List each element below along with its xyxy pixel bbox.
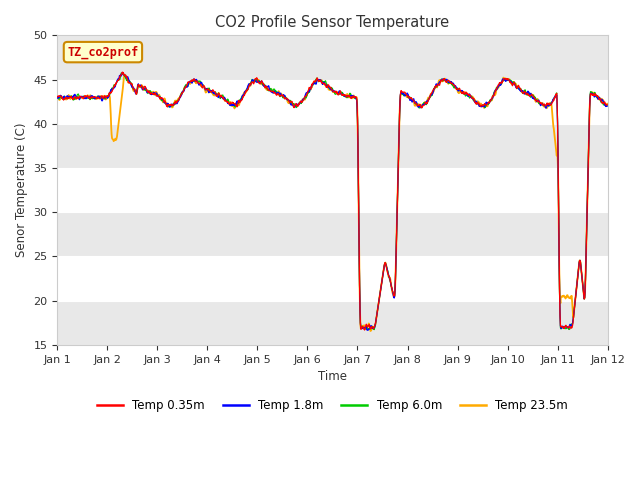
Bar <box>58 36 607 80</box>
X-axis label: Time: Time <box>318 370 347 383</box>
Bar <box>58 256 607 300</box>
Bar <box>58 168 607 212</box>
Title: CO2 Profile Sensor Temperature: CO2 Profile Sensor Temperature <box>216 15 449 30</box>
Y-axis label: Senor Temperature (C): Senor Temperature (C) <box>15 123 28 257</box>
Bar <box>58 212 607 256</box>
Bar <box>58 124 607 168</box>
Text: TZ_co2prof: TZ_co2prof <box>67 46 138 59</box>
Bar <box>58 300 607 345</box>
Legend: Temp 0.35m, Temp 1.8m, Temp 6.0m, Temp 23.5m: Temp 0.35m, Temp 1.8m, Temp 6.0m, Temp 2… <box>92 394 573 416</box>
Bar <box>58 80 607 124</box>
